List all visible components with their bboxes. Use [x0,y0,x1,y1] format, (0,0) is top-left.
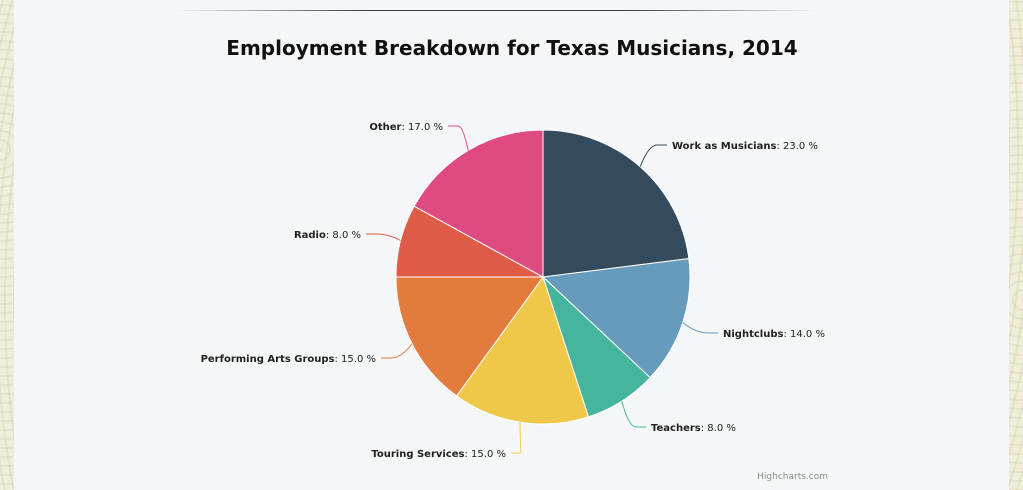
chart-title: Employment Breakdown for Texas Musicians… [226,36,797,60]
data-labels: Work as Musicians: 23.0 % Nightclubs: 14.… [201,122,825,460]
credits-link[interactable]: Highcharts.com [757,472,828,482]
data-label-teachers: Teachers: 8.0 % [651,423,736,434]
data-label-performing-arts-groups: Performing Arts Groups: 15.0 % [201,354,376,365]
slice-touring-services[interactable] [455,275,590,425]
data-label-other: Other: 17.0 % [369,122,443,133]
data-label-work-as-musicians: Work as Musicians: 23.0 % [672,141,818,152]
connector-work-as-musicians [639,144,667,167]
connector-nightclubs [682,322,718,334]
data-label-touring-services: Touring Services: 15.0 % [371,449,506,460]
pie-slices [395,129,691,425]
connector-other [448,125,469,151]
data-label-radio: Radio: 8.0 % [294,230,361,241]
connector-radio [366,233,401,241]
data-label-nightclubs: Nightclubs: 14.0 % [723,329,825,340]
slice-work-as-musicians[interactable] [542,129,690,278]
connector-touring-services [511,422,522,454]
label-connectors [366,125,718,454]
connector-teachers [621,400,646,428]
slice-nightclubs[interactable] [541,258,691,379]
connector-performing-arts-groups [381,343,413,359]
top-divider [176,10,816,11]
